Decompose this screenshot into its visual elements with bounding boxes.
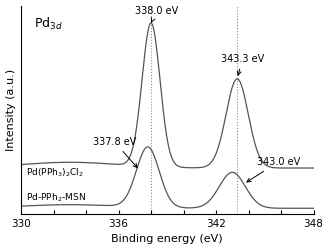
- Text: 337.8 eV: 337.8 eV: [92, 136, 137, 168]
- Text: Pd-PPh$_2$-MSN: Pd-PPh$_2$-MSN: [26, 191, 86, 204]
- Text: 343.3 eV: 343.3 eV: [221, 54, 264, 75]
- Text: Pd$_{3d}$: Pd$_{3d}$: [34, 16, 63, 32]
- X-axis label: Binding energy (eV): Binding energy (eV): [112, 234, 223, 244]
- Text: 338.0 eV: 338.0 eV: [135, 6, 178, 22]
- Text: 343.0 eV: 343.0 eV: [247, 157, 300, 182]
- Y-axis label: Intensity (a.u.): Intensity (a.u.): [6, 69, 15, 151]
- Text: Pd(PPh$_3$)$_2$Cl$_2$: Pd(PPh$_3$)$_2$Cl$_2$: [26, 167, 84, 179]
